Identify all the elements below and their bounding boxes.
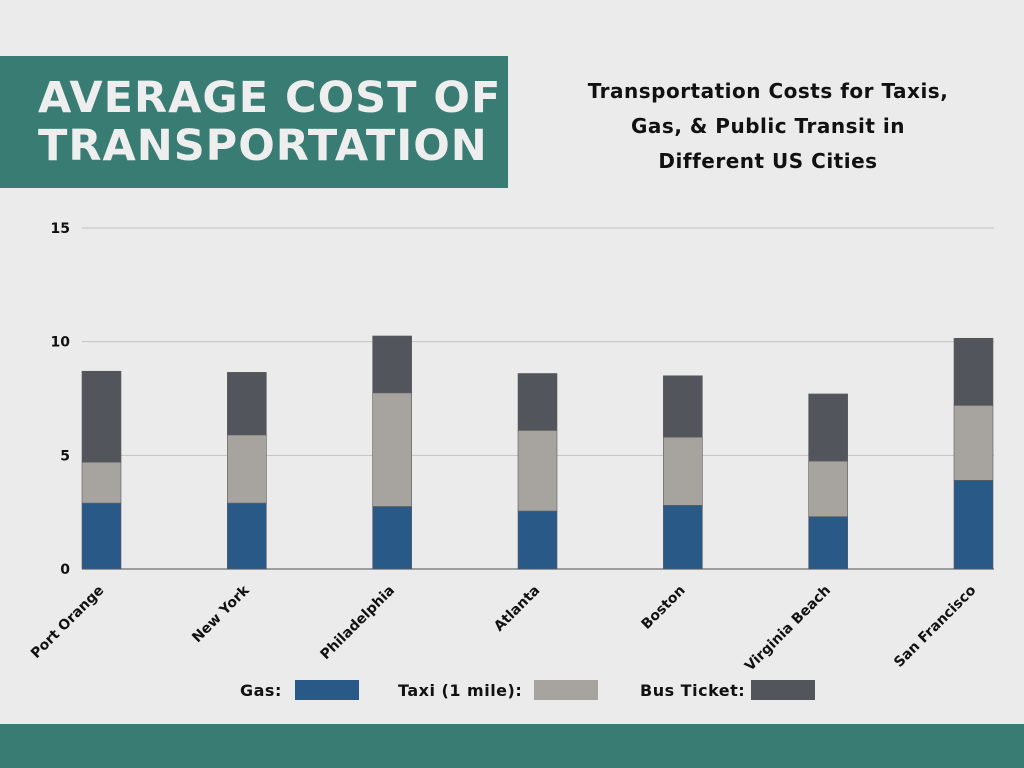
- chart-subtitle: Transportation Costs for Taxis, Gas, & P…: [560, 74, 976, 179]
- bar-taxi: [953, 405, 994, 481]
- bar-bus: [81, 370, 122, 463]
- bar-taxi: [372, 392, 412, 507]
- bar-gas: [227, 502, 267, 570]
- bar-gas: [372, 506, 412, 570]
- title-line-2: TRANSPORTATION: [38, 121, 488, 171]
- subtitle-line-3: Different US Cities: [658, 149, 878, 173]
- bar-taxi: [517, 430, 558, 512]
- bar-gas: [517, 510, 558, 570]
- bar-layer: [81, 335, 994, 570]
- bar-taxi: [81, 461, 122, 504]
- legend-label-taxi: Taxi (1 mile):: [398, 680, 523, 700]
- subtitle-line-2: Gas, & Public Transit in: [631, 114, 905, 138]
- bar-bus: [953, 337, 994, 406]
- legend-item-gas: Gas:: [240, 680, 359, 700]
- x-tick-label: Boston: [639, 583, 689, 633]
- bar-bus: [372, 335, 412, 394]
- x-tick-label: Virginia Beach: [742, 583, 834, 675]
- bar-gas: [81, 502, 122, 570]
- bar-gas: [663, 505, 703, 570]
- y-tick-label: 15: [51, 221, 70, 237]
- stacked-bar-chart: 0 5 10 15 Port Orange New York Philadelphia Atl…: [28, 221, 994, 675]
- x-tick-label: San Francisco: [891, 582, 979, 670]
- bar-gas: [808, 516, 848, 570]
- title-banner: AVERAGE COST OF TRANSPORTATION: [0, 56, 508, 188]
- bar-bus: [808, 393, 848, 462]
- y-tick-label: 0: [60, 562, 70, 578]
- bar-gas: [953, 480, 994, 570]
- bar-bus: [517, 373, 558, 431]
- y-tick-label: 5: [60, 448, 70, 464]
- legend-swatch-taxi: [534, 680, 599, 700]
- legend-item-taxi: Taxi (1 mile):: [398, 680, 599, 700]
- bar-bus: [663, 375, 703, 438]
- y-tick-label: 10: [51, 335, 71, 351]
- legend: Gas: Taxi (1 mile): Bus Ticket:: [0, 680, 1024, 704]
- legend-label-bus: Bus Ticket:: [640, 680, 746, 700]
- bar-bus: [227, 372, 267, 436]
- bar-taxi: [663, 436, 703, 506]
- footer-bar: [0, 724, 1024, 768]
- x-tick-label: Philadelphia: [318, 583, 398, 663]
- title-line-1: AVERAGE COST OF: [38, 73, 502, 123]
- legend-swatch-bus: [751, 680, 816, 700]
- legend-swatch-gas: [294, 680, 359, 700]
- x-tick-label: Port Orange: [28, 583, 107, 662]
- legend-label-gas: Gas:: [240, 680, 282, 700]
- bar-taxi: [227, 434, 267, 504]
- bar-taxi: [808, 460, 848, 518]
- x-tick-label: New York: [189, 582, 253, 646]
- subtitle-line-1: Transportation Costs for Taxis,: [587, 79, 949, 103]
- legend-item-bus: Bus Ticket:: [640, 680, 816, 700]
- x-tick-label: Atlanta: [491, 583, 543, 635]
